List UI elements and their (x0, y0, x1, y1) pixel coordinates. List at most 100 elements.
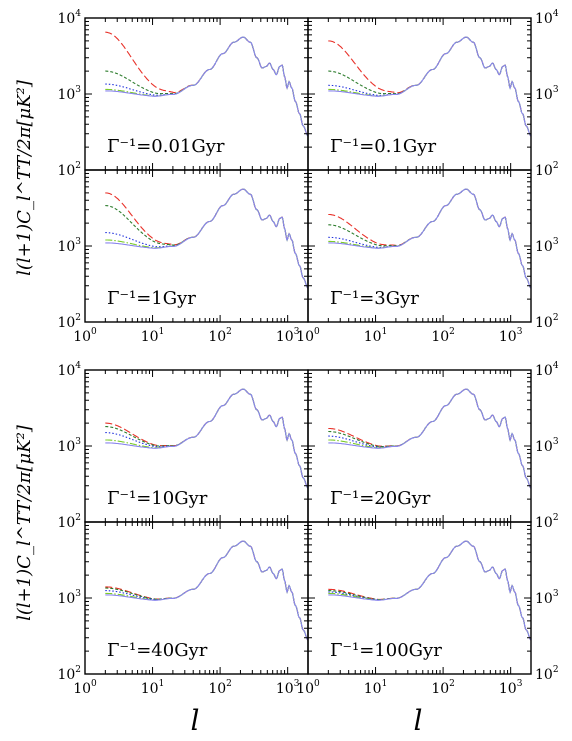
series-line (328, 540, 531, 641)
y-tick-label: 102 (57, 313, 81, 331)
y-tick-label: 104 (57, 361, 81, 379)
series-line (105, 188, 308, 289)
y-tick-label: 104 (535, 9, 559, 27)
series-line (105, 388, 308, 489)
series-line (328, 36, 531, 137)
series-line (105, 188, 308, 289)
y-tick-label: 104 (535, 361, 559, 379)
series-line (328, 388, 531, 489)
series-line (328, 36, 531, 137)
panels-layer: Γ⁻¹=0.01Gyr102103104Γ⁻¹=0.1Gyr102103104Γ… (57, 9, 558, 697)
panel: Γ⁻¹=3Gyr 102 103 100 101 102 103 (296, 169, 559, 345)
series-group (105, 31, 308, 137)
series-line (328, 540, 531, 641)
panel-label: Γ⁻¹=3Gyr (330, 288, 419, 309)
y-tick-label: 103 (57, 589, 81, 607)
x-axis-label-left: l (191, 704, 200, 737)
series-line (105, 31, 308, 137)
x-tick-label: 101 (141, 679, 165, 697)
y-tick-label: 103 (57, 437, 81, 455)
series-line (105, 540, 308, 641)
x-tick-label: 101 (364, 679, 388, 697)
y-tick-label: 103 (57, 85, 81, 103)
panel-label: Γ⁻¹=0.01Gyr (107, 136, 225, 157)
series-line (328, 540, 531, 641)
series-line (105, 36, 308, 137)
series-line (105, 540, 308, 641)
series-line (105, 36, 308, 137)
y-tick-label: 102 (535, 313, 559, 331)
panel-label: Γ⁻¹=100Gyr (330, 640, 442, 661)
series-line (328, 36, 531, 137)
panel-label: Γ⁻¹=40Gyr (107, 640, 208, 661)
y-tick-label: 102 (57, 513, 81, 531)
series-line (105, 540, 308, 641)
y-tick-label: 102 (57, 665, 81, 683)
x-tick-label: 102 (208, 327, 232, 345)
panel: Γ⁻¹=0.1Gyr 102 103 104 (307, 9, 559, 179)
y-tick-label: 103 (535, 237, 559, 255)
panel: Γ⁻¹=1Gyr 102 103 100 101 102 103 (57, 169, 309, 345)
x-tick-label: 101 (141, 327, 165, 345)
y-tick-label: 104 (57, 9, 81, 27)
y-tick-label: 102 (535, 513, 559, 531)
y-axis-label-top: l(l+1)C_l^TT/2π[μK²] (14, 79, 35, 276)
panel: Γ⁻¹=20Gyr 102 103 104 (307, 361, 559, 531)
series-group (105, 188, 308, 289)
series-line (328, 188, 531, 289)
series-line (328, 388, 531, 489)
series-line (328, 188, 531, 289)
series-line (105, 188, 308, 289)
y-tick-label: 103 (535, 437, 559, 455)
x-tick-label: 103 (499, 327, 523, 345)
panel: Γ⁻¹=0.01Gyr 102 103 104 (57, 9, 309, 179)
x-tick-label: 100 (296, 679, 320, 697)
y-tick-label: 102 (57, 161, 81, 179)
series-line (328, 388, 531, 489)
panel-label: Γ⁻¹=0.1Gyr (330, 136, 436, 157)
y-tick-label: 103 (57, 237, 81, 255)
y-tick-label: 102 (535, 665, 559, 683)
series-line (105, 188, 308, 289)
y-tick-label: 103 (535, 85, 559, 103)
x-tick-label: 100 (73, 679, 97, 697)
panel: Γ⁻¹=100Gyr 102 103 100 101 102 103 (296, 521, 559, 697)
x-tick-label: 100 (296, 327, 320, 345)
series-group (328, 388, 531, 489)
series-line (105, 540, 308, 641)
y-tick-label: 102 (535, 161, 559, 179)
x-tick-label: 101 (364, 327, 388, 345)
series-line (105, 388, 308, 489)
series-line (105, 388, 308, 489)
series-line (328, 36, 531, 137)
series-line (105, 388, 308, 489)
series-line (328, 188, 531, 289)
x-tick-label: 103 (276, 679, 300, 697)
y-axis-label-bottom: l(l+1)C_l^TT/2π[μK²] (14, 424, 35, 621)
series-group (328, 36, 531, 137)
series-line (328, 188, 531, 289)
series-line (328, 540, 531, 641)
series-group (328, 188, 531, 289)
series-line (105, 388, 308, 489)
x-axis-label-right: l (414, 704, 423, 737)
panel: Γ⁻¹=10Gyr 102 103 104 (57, 361, 309, 531)
series-line (105, 36, 308, 137)
panel-label: Γ⁻¹=10Gyr (107, 488, 208, 509)
series-group (105, 540, 308, 641)
x-tick-label: 103 (276, 327, 300, 345)
series-line (328, 36, 531, 137)
panel-label: Γ⁻¹=1Gyr (107, 288, 196, 309)
series-group (105, 388, 308, 489)
panel-label: Γ⁻¹=20Gyr (330, 488, 431, 509)
series-line (105, 188, 308, 289)
x-tick-label: 102 (431, 679, 455, 697)
series-line (328, 188, 531, 289)
series-line (328, 540, 531, 641)
series-line (105, 36, 308, 137)
x-tick-label: 103 (499, 679, 523, 697)
x-tick-label: 100 (73, 327, 97, 345)
x-tick-label: 102 (208, 679, 232, 697)
